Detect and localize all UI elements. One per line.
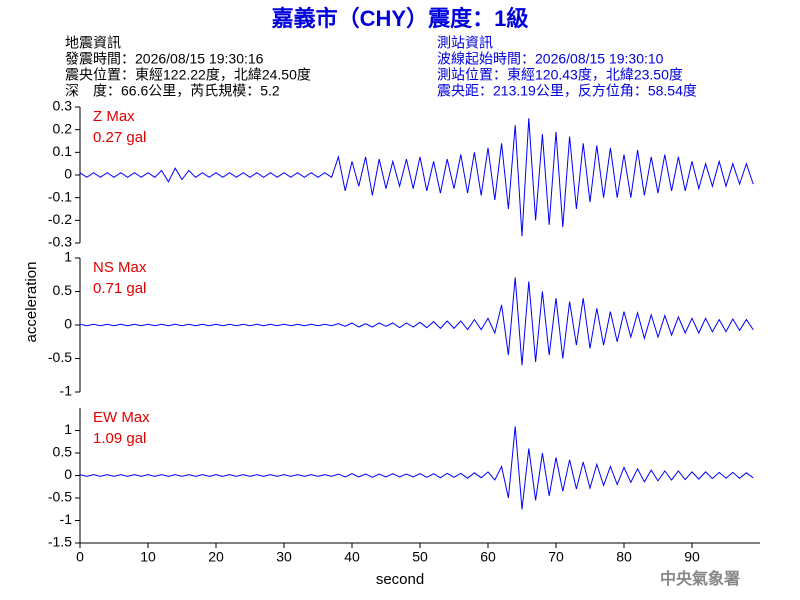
footer: 中央氣象署 [660, 569, 740, 588]
x-tick-label: 70 [548, 549, 564, 565]
y-tick-label: 0.3 [53, 98, 73, 114]
max-label: 1.09 gal [93, 430, 146, 447]
component-label: Z Max [93, 108, 135, 125]
y-tick-label: 0.5 [53, 444, 73, 460]
x-tick-label: 80 [616, 549, 632, 565]
info: 地震資訊 [65, 35, 121, 51]
component-label: NS Max [93, 259, 147, 276]
x-tick-label: 40 [344, 549, 360, 565]
trace [79, 118, 754, 237]
y-tick-label: 0 [64, 466, 72, 482]
y-tick-label: 0 [64, 166, 72, 182]
info: 震央距：213.19公里，反方位角：58.54度 [437, 83, 697, 99]
y-tick-label: 0.5 [53, 282, 73, 298]
x-tick-label: 10 [140, 549, 156, 565]
y-tick-label: -0.1 [48, 188, 72, 204]
y-tick-label: -0.5 [48, 489, 72, 505]
info: 測站資訊 [437, 35, 493, 51]
y-tick-label: -1 [60, 383, 73, 399]
x-tick-label: 90 [684, 549, 700, 565]
y-tick-label: 1 [64, 421, 72, 437]
y-tick-label: -0.3 [48, 234, 72, 250]
y-tick-label: 0.2 [53, 120, 73, 136]
info: 波線起始時間：2026/08/15 19:30:10 [437, 51, 664, 67]
max-label: 0.27 gal [93, 129, 146, 146]
info: 震央位置：東經122.22度，北緯24.50度 [65, 67, 311, 83]
trace [79, 426, 754, 510]
x-tick-label: 20 [208, 549, 224, 565]
info: 發震時間：2026/08/15 19:30:16 [65, 51, 264, 67]
x-tick-label: 60 [480, 549, 496, 565]
chart-title: 嘉義市（CHY）震度：1級 [272, 6, 529, 31]
trace [79, 277, 754, 366]
component-label: EW Max [93, 409, 150, 426]
y-tick-label: 0 [64, 316, 72, 332]
y-tick-label: -1.5 [48, 534, 72, 550]
y-tick-label: -0.2 [48, 211, 72, 227]
y-tick-label: 0.1 [53, 143, 73, 159]
y-axis-label: acceleration [23, 262, 40, 343]
x-tick-label: 50 [412, 549, 428, 565]
info: 深 度：66.6公里，芮氏規模：5.2 [65, 83, 280, 99]
x-tick-label: 30 [276, 549, 292, 565]
y-tick-label: -0.5 [48, 349, 72, 365]
x-axis-label: second [376, 571, 424, 588]
max-label: 0.71 gal [93, 280, 146, 297]
info: 測站位置：東經120.43度，北緯23.50度 [437, 67, 683, 83]
y-tick-label: -1 [60, 511, 73, 527]
y-tick-label: 1 [64, 249, 72, 265]
x-tick-label: 0 [76, 549, 84, 565]
